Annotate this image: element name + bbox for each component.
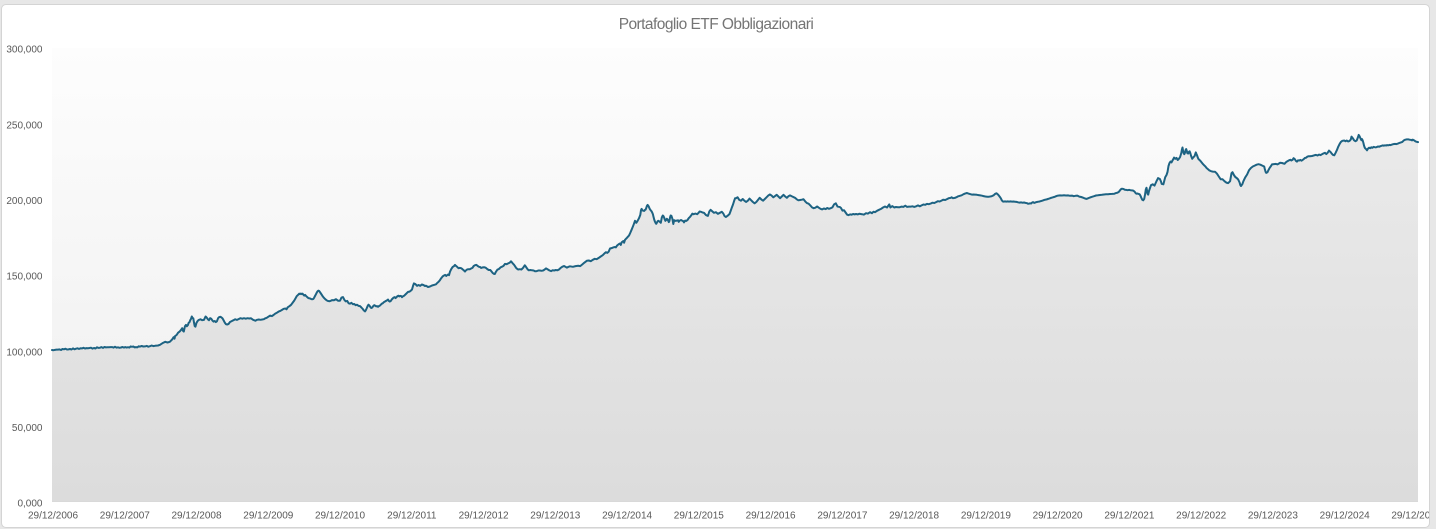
svg-text:50,000: 50,000	[12, 423, 43, 434]
svg-text:29/12/2007: 29/12/2007	[100, 510, 150, 521]
svg-text:29/12/2015: 29/12/2015	[674, 510, 724, 521]
svg-text:150,000: 150,000	[6, 272, 43, 283]
svg-text:29/12/2011: 29/12/2011	[387, 510, 437, 521]
svg-text:29/12/2024: 29/12/2024	[1320, 510, 1370, 521]
svg-text:100,000: 100,000	[6, 347, 43, 358]
svg-text:29/12/2009: 29/12/2009	[243, 510, 293, 521]
svg-text:29/12/2014: 29/12/2014	[602, 510, 652, 521]
svg-text:29/12/2008: 29/12/2008	[171, 510, 221, 521]
svg-text:29/12/2010: 29/12/2010	[315, 510, 365, 521]
svg-text:0,000: 0,000	[17, 499, 42, 510]
svg-text:Portafoglio ETF Obbligazionari: Portafoglio ETF Obbligazionari	[619, 16, 814, 33]
svg-text:29/12/2018: 29/12/2018	[889, 510, 939, 521]
svg-text:29/12/2017: 29/12/2017	[817, 510, 867, 521]
svg-text:29/12/2013: 29/12/2013	[530, 510, 580, 521]
svg-text:29/12/2016: 29/12/2016	[746, 510, 796, 521]
svg-text:29/12/2006: 29/12/2006	[28, 510, 78, 521]
svg-text:29/12/2012: 29/12/2012	[459, 510, 509, 521]
svg-text:29/12/2025: 29/12/2025	[1391, 510, 1430, 521]
svg-text:300,000: 300,000	[6, 45, 43, 56]
svg-text:29/12/2019: 29/12/2019	[961, 510, 1011, 521]
svg-text:29/12/2022: 29/12/2022	[1176, 510, 1226, 521]
svg-text:250,000: 250,000	[6, 120, 43, 131]
svg-text:200,000: 200,000	[6, 196, 43, 207]
svg-text:29/12/2020: 29/12/2020	[1033, 510, 1083, 521]
svg-text:29/12/2021: 29/12/2021	[1104, 510, 1154, 521]
svg-text:29/12/2023: 29/12/2023	[1248, 510, 1298, 521]
